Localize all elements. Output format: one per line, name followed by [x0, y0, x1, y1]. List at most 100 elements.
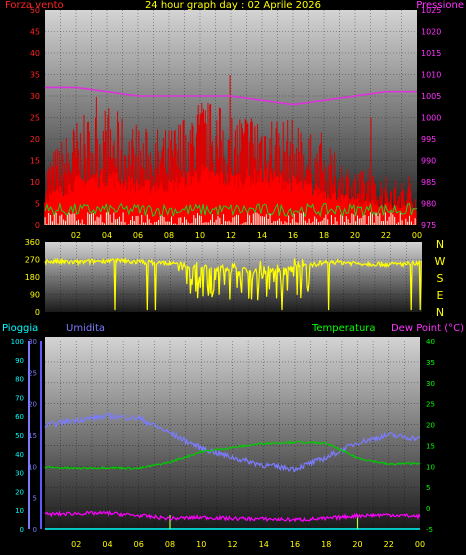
temp-tick-label: 10 — [426, 463, 435, 471]
pressure-line — [45, 86, 417, 106]
left-tick-label: 10 — [30, 178, 40, 187]
x-tick-label: 22 — [384, 540, 394, 549]
humidity-label: Umidita — [66, 323, 105, 334]
humidity-tick-label: 25 — [28, 369, 37, 377]
direction-tick-label: 90 — [30, 291, 40, 300]
left-tick-label: 5 — [35, 200, 40, 209]
temp-tick-label: -5 — [426, 526, 433, 534]
direction-tick-label: 360 — [25, 238, 40, 247]
direction-tick-label: 180 — [25, 273, 40, 282]
x-tick-label: 10 — [195, 231, 205, 240]
temp-tick-label: 35 — [426, 359, 435, 367]
x-axis-ticks: 02 04 06 08 10 12 14 16 18 20 22 00 — [71, 231, 422, 240]
temp-axis-ticks: -5 0 5 10 15 20 25 30 35 40 — [426, 338, 435, 534]
right-tick-label: 1005 — [421, 92, 441, 101]
humidity-tick-label: 5 — [33, 495, 37, 503]
direction-series — [44, 257, 423, 311]
temp-tick-label: 25 — [426, 401, 435, 409]
rain-tick-label: 70 — [15, 394, 24, 402]
right-tick-label: 1025 — [421, 6, 441, 15]
x-tick-label: 10 — [196, 540, 206, 549]
x-tick-label: 18 — [319, 231, 329, 240]
x-tick-label: 00 — [415, 540, 425, 549]
left-tick-label: 15 — [30, 157, 40, 166]
compass-letter: S — [437, 272, 444, 285]
left-tick-label: 20 — [30, 135, 40, 144]
temp-tick-label: 0 — [426, 505, 430, 513]
wind-average-line — [44, 201, 418, 219]
left-tick-label: 25 — [30, 114, 40, 123]
direction-ticks: 0 90 180 270 360 — [25, 238, 40, 317]
right-tick-label: 980 — [421, 200, 436, 209]
direction-line — [44, 257, 423, 311]
x-tick-label: 20 — [352, 540, 362, 549]
compass-letter: N — [436, 306, 444, 319]
dewpoint-label: Dew Point (°C) — [391, 323, 464, 334]
x-tick-label: 16 — [288, 231, 298, 240]
rain-tick-label: 60 — [15, 413, 24, 421]
humidity-tick-label: 0 — [33, 526, 37, 534]
x-tick-label: 02 — [71, 540, 81, 549]
temp-tick-label: 15 — [426, 442, 435, 450]
rain-tick-label: 40 — [15, 451, 24, 459]
x-tick-label: 18 — [321, 540, 331, 549]
rain-tick-label: 20 — [15, 488, 24, 496]
y-left-label: Forza vento — [5, 0, 64, 11]
rain-tick-label: 30 — [15, 470, 24, 478]
rain-tick-label: 0 — [20, 526, 24, 534]
right-tick-label: 995 — [421, 135, 436, 144]
chart-title: 24 hour graph day : 02 Aprile 2026 — [145, 0, 321, 11]
rain-tick-label: 50 — [15, 432, 24, 440]
x-tick-label: 04 — [102, 231, 112, 240]
compass-letter: E — [437, 289, 444, 302]
x-tick-label: 12 — [226, 231, 236, 240]
temp-tick-label: 40 — [426, 338, 435, 346]
rain-tick-label: 80 — [15, 376, 24, 384]
left-tick-label: 0 — [35, 221, 40, 230]
right-tick-label: 1010 — [421, 71, 441, 80]
x-tick-label: 14 — [259, 540, 269, 549]
temp-tick-label: 20 — [426, 422, 435, 430]
rain-tick-label: 100 — [11, 338, 24, 346]
left-tick-label: 35 — [30, 71, 40, 80]
x-tick-label: 08 — [164, 231, 174, 240]
rain-tick-label: 10 — [15, 507, 24, 515]
x-tick-label: 14 — [257, 231, 267, 240]
temperature-line — [44, 439, 421, 470]
left-tick-label: 45 — [30, 28, 40, 37]
left-axis-ticks: 0 5 10 15 20 25 30 35 40 45 50 — [30, 6, 40, 230]
direction-tick-label: 270 — [25, 256, 40, 265]
x-tick-label: 12 — [227, 540, 237, 549]
temp-tick-label: 5 — [426, 484, 430, 492]
right-tick-label: 1015 — [421, 49, 441, 58]
humidity-tick-label: 30 — [28, 338, 37, 346]
x-tick-label: 06 — [133, 231, 143, 240]
right-tick-label: 990 — [421, 157, 436, 166]
humidity-tick-label: 15 — [28, 432, 37, 440]
right-tick-label: 985 — [421, 178, 436, 187]
temp-x-axis-ticks: 02 04 06 08 10 12 14 16 18 20 22 00 — [71, 540, 425, 549]
temperature-label: Temperatura — [311, 323, 376, 334]
humidity-tick-label: 10 — [28, 463, 37, 471]
compass-letter: W — [435, 255, 446, 268]
temp-grid — [45, 341, 420, 529]
x-tick-label: 06 — [134, 540, 144, 549]
temp-series — [44, 411, 421, 530]
x-tick-label: 08 — [165, 540, 175, 549]
right-tick-label: 1000 — [421, 114, 441, 123]
rain-axis-ticks: 0 10 20 30 40 50 60 70 80 90 100 — [11, 338, 24, 534]
compass-letter: N — [436, 238, 444, 251]
left-tick-label: 40 — [30, 49, 40, 58]
direction-tick-label: 0 — [35, 308, 40, 317]
wind-series — [44, 74, 418, 225]
right-tick-label: 1020 — [421, 28, 441, 37]
x-tick-label: 02 — [71, 231, 81, 240]
wind-pressure-chart: Forza vento 24 hour graph day : 02 April… — [5, 0, 464, 240]
left-tick-label: 50 — [30, 6, 40, 15]
humidity-line — [44, 411, 421, 473]
rain-label: Pioggia — [2, 323, 38, 334]
x-tick-label: 00 — [412, 231, 422, 240]
